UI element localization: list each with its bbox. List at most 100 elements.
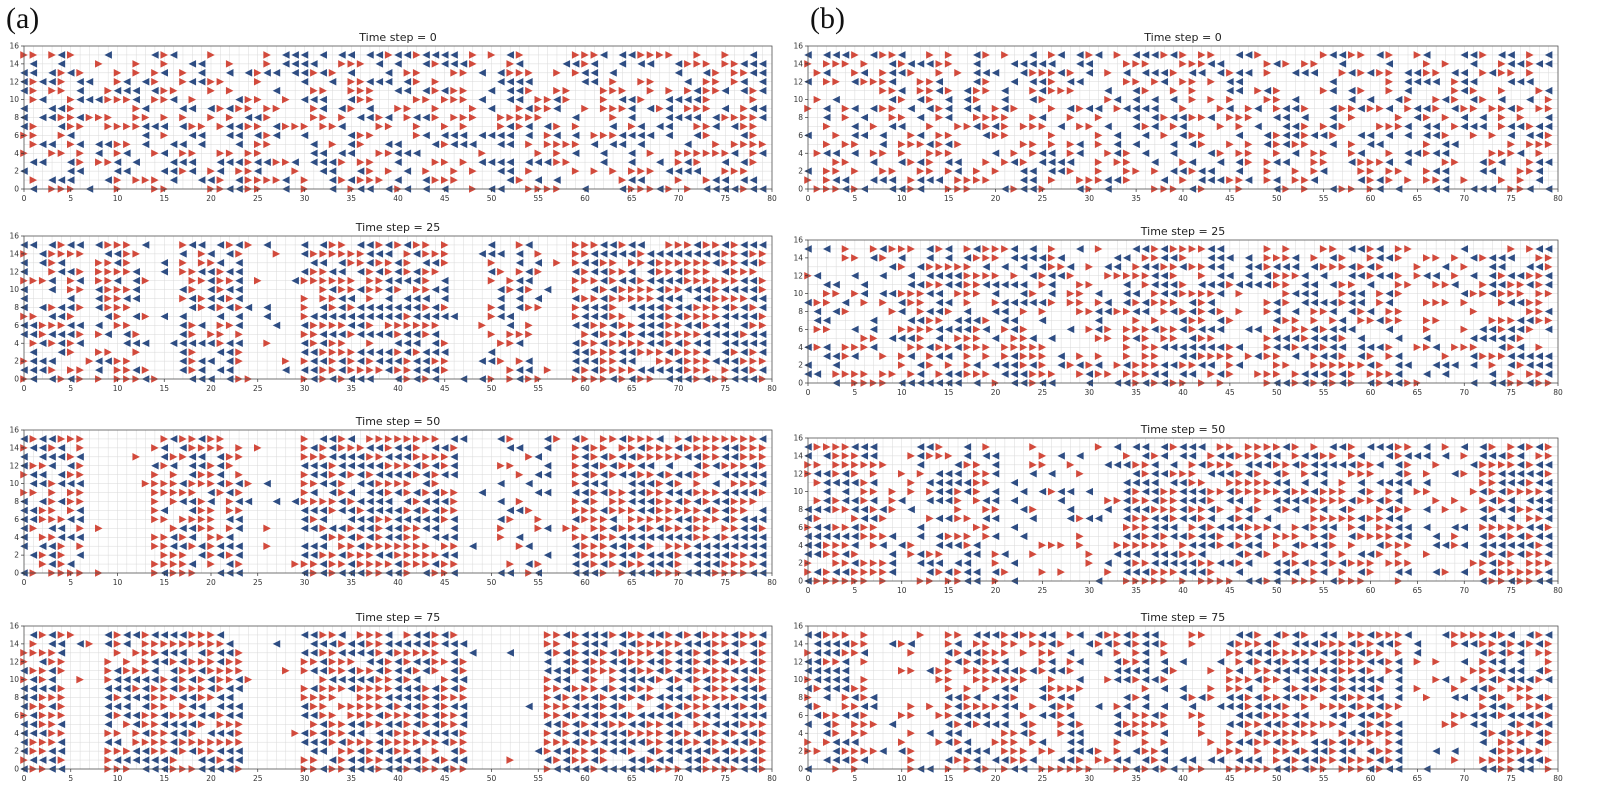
left-mover-marker [730, 453, 739, 461]
right-mover-marker [366, 720, 374, 729]
right-mover-marker [656, 267, 664, 276]
left-mover-marker [656, 524, 664, 533]
left-mover-marker [1010, 361, 1019, 369]
left-mover-marker [282, 60, 290, 68]
left-mover-marker [693, 729, 701, 738]
right-mover-marker [1441, 298, 1450, 307]
left-mover-marker [627, 276, 636, 285]
right-mover-marker [982, 51, 990, 59]
left-mover-marker [665, 348, 673, 356]
right-mover-marker [384, 488, 393, 497]
right-mover-marker [693, 506, 701, 515]
right-mover-marker [637, 167, 645, 175]
right-mover-marker [487, 312, 496, 321]
right-mover-marker [822, 60, 831, 68]
right-mover-marker [665, 542, 673, 550]
left-mover-marker [1244, 263, 1253, 271]
left-mover-marker [1179, 325, 1187, 334]
y-tick-label: 14 [9, 639, 19, 648]
right-mover-marker [38, 631, 47, 639]
left-mover-marker [599, 729, 608, 738]
left-mover-marker [1460, 69, 1469, 77]
left-mover-marker [534, 259, 543, 267]
left-mover-marker [1413, 113, 1422, 122]
y-tick-label: 10 [9, 95, 19, 104]
left-mover-marker [151, 122, 159, 131]
right-mover-marker [422, 461, 430, 470]
left-mover-marker [1188, 158, 1197, 166]
right-mover-marker [338, 684, 346, 693]
left-mover-marker [57, 747, 66, 755]
left-mover-marker [879, 289, 887, 298]
left-mover-marker [665, 756, 673, 764]
right-mover-marker [1404, 95, 1412, 104]
left-mover-marker [440, 497, 449, 506]
right-mover-marker [1497, 69, 1506, 77]
left-mover-marker [76, 479, 84, 488]
right-mover-marker [422, 241, 430, 249]
right-mover-marker [450, 738, 458, 746]
left-mover-marker [272, 640, 281, 648]
left-mover-marker [749, 711, 758, 720]
right-mover-marker [543, 95, 552, 104]
right-mover-marker [1151, 361, 1159, 369]
x-tick-label: 60 [580, 774, 590, 783]
right-mover-marker [571, 453, 580, 461]
right-mover-marker [599, 444, 608, 452]
right-mover-marker [1301, 140, 1309, 149]
right-mover-marker [944, 263, 953, 271]
right-mover-marker [478, 149, 486, 158]
right-mover-marker [216, 276, 225, 285]
right-mover-marker [637, 551, 645, 559]
left-mover-marker [963, 325, 972, 334]
left-mover-marker [740, 533, 748, 542]
right-mover-marker [525, 330, 533, 339]
right-mover-marker [935, 113, 944, 122]
left-mover-marker [1169, 289, 1178, 298]
left-mover-marker [674, 666, 683, 675]
right-mover-marker [76, 330, 84, 339]
right-mover-marker [1047, 140, 1056, 149]
right-mover-marker [48, 533, 56, 542]
left-mover-marker [1132, 289, 1140, 298]
right-mover-marker [665, 267, 673, 276]
left-mover-marker [860, 69, 869, 77]
right-mover-marker [319, 366, 327, 374]
right-mover-marker [599, 330, 608, 339]
right-mover-marker [328, 321, 337, 330]
left-mover-marker [758, 551, 767, 559]
right-mover-marker [151, 497, 159, 506]
right-mover-marker [487, 51, 496, 59]
right-mover-marker [982, 122, 990, 131]
left-mover-marker [916, 316, 925, 325]
left-mover-marker [562, 666, 571, 675]
left-mover-marker [1132, 86, 1140, 95]
right-mover-marker [693, 312, 701, 321]
right-mover-marker [665, 339, 673, 348]
left-mover-marker [618, 276, 627, 285]
left-mover-marker [394, 158, 402, 166]
left-mover-marker [1188, 343, 1197, 352]
left-mover-marker [384, 729, 393, 738]
right-mover-marker [123, 666, 131, 675]
right-mover-marker [431, 657, 440, 666]
right-mover-marker [394, 542, 402, 550]
right-mover-marker [674, 453, 683, 461]
left-mover-marker [319, 747, 327, 755]
right-mover-marker [506, 515, 514, 524]
left-mover-marker [319, 479, 327, 488]
left-mover-marker [954, 370, 962, 378]
left-mover-marker [197, 357, 206, 365]
left-mover-marker [982, 131, 990, 140]
left-mover-marker [141, 77, 150, 86]
left-mover-marker [319, 720, 327, 729]
right-mover-marker [169, 551, 178, 559]
left-mover-marker [712, 330, 720, 339]
left-mover-marker [394, 756, 402, 764]
left-mover-marker [384, 285, 393, 294]
right-mover-marker [66, 95, 75, 104]
right-mover-marker [48, 444, 56, 452]
right-mover-marker [375, 453, 384, 461]
right-mover-marker [665, 470, 673, 479]
right-mover-marker [347, 524, 356, 533]
